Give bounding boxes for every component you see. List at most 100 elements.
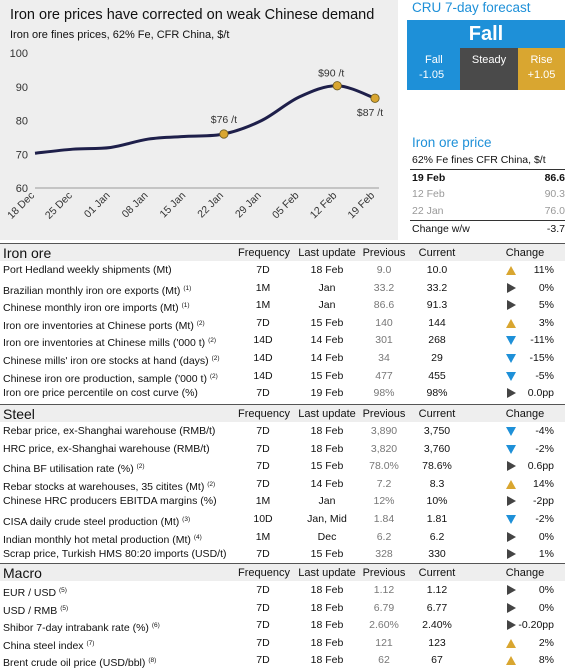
change-cell: 5% [538,299,554,312]
forecast-rise-value: +1.05 [527,69,556,81]
price-date: 19 Feb [412,172,446,184]
change-cell: -5% [535,369,554,382]
change-cell: 0.0pp [527,387,554,400]
frequency-cell: 14D [253,369,273,382]
previous-cell: 7.2 [376,477,392,490]
frequency-cell: 14D [253,334,273,347]
change-cell: -2% [535,442,554,455]
row-label: HRC price, ex-Shanghai warehouse (RMB/t) [3,441,210,458]
price-row-change: Change w/w -3.7 [410,220,565,237]
last-update-cell: 18 Feb [310,425,344,437]
row-label-text: Iron ore price percentile on cost curve … [3,387,198,400]
column-header-change: Change [505,567,545,579]
row-label-text: Rebar stocks at warehouses, 35 citites (… [3,480,205,493]
column-header-frequency: Frequency [238,247,290,259]
table-row: Brent crude oil price (USD/bbl) (8) 7D 18 … [0,652,565,669]
forecast-rise-box: Rise +1.05 [518,48,565,90]
section-header: Macro Frequency Last update Previous Current… [0,563,565,581]
frequency-cell: 7D [256,619,270,632]
row-label-text: USD / RMB [3,604,58,617]
frequency-cell: 7D [256,636,270,649]
section-title: Steel [3,406,35,422]
row-label-text: EUR / USD [3,587,57,599]
row-label-text: Brazilian monthly iron ore exports (Mt) [3,284,181,297]
row-label-text: Chinese iron ore production, sample ('00… [3,372,207,385]
change-cell: 0% [538,601,554,614]
x-tick-label: 19 Feb [346,190,378,222]
current-cell: 33.2 [426,281,448,294]
previous-cell: 1.12 [373,584,395,596]
trend-right-icon [505,529,517,548]
row-label-text: Indian monthly hot metal production (Mt) [3,533,191,546]
column-header-change: Change [505,247,545,259]
frequency-cell: 7D [256,601,270,614]
data-point-marker [219,129,229,139]
trend-up-icon [505,476,517,495]
row-label: USD / RMB (5) [3,600,68,620]
forecast-banner: Fall [407,20,565,48]
previous-cell: 121 [375,636,393,649]
last-update-cell: Dec [317,530,337,543]
price-value: 76.0 [544,205,565,217]
table-row: Iron ore inventories at Chinese ports (M… [0,315,565,332]
trend-right-icon [505,458,517,477]
change-cell: -0.20pp [518,619,554,632]
row-label-text: China BF utilisation rate (%) [3,463,134,476]
column-header-frequency: Frequency [238,567,290,579]
price-date: 12 Feb [412,188,445,200]
previous-cell: 62 [378,654,390,667]
data-label: $90 /t [318,68,344,80]
trend-down-icon [505,368,517,387]
table-row: Shibor 7-day intrabank rate (%) (6) 7D 18 … [0,617,565,634]
row-label-text: CISA daily crude steel production (Mt) [3,516,180,528]
x-tick-label: 29 Jan [233,190,264,221]
footnote-marker: (7) [86,639,95,647]
column-header-current: Current [418,408,456,420]
footnote-marker: (4) [193,533,202,541]
table-row: Scrap price, Turkish HMS 80:20 imports (… [0,546,565,563]
row-label-text: Chinese HRC producers EBITDA margins (%) [3,495,217,508]
column-header-previous: Previous [362,408,406,420]
current-cell: 123 [428,636,446,649]
trend-right-icon [505,493,517,512]
footnote-marker: (2) [196,319,205,327]
forecast-title: CRU 7-day forecast [412,0,531,15]
row-label: Shibor 7-day intrabank rate (%) (6) [3,617,160,637]
frequency-cell: 7D [256,477,270,490]
chart-subtitle: Iron ore fines prices, 62% Fe, CFR China… [10,29,230,41]
trend-down-icon [505,423,517,442]
frequency-cell: 7D [256,425,270,437]
table-row: China BF utilisation rate (%) (2) 7D 15 Fe… [0,458,565,475]
price-row-week-ago: 12 Feb 90.3 [410,186,565,203]
current-cell: 98% [426,387,448,400]
x-tick-label: 22 Jan [195,190,226,221]
footnote-marker: (3) [182,516,191,523]
last-update-cell: 19 Feb [310,387,344,400]
previous-cell: 301 [375,334,393,347]
last-update-cell: 18 Feb [310,584,344,596]
row-label: Iron ore inventories at Chinese ports (M… [3,315,205,335]
data-label: $87 /t [357,107,383,119]
row-label: Scrap price, Turkish HMS 80:20 imports (… [3,546,226,563]
price-change-label: Change w/w [412,223,470,235]
y-tick-label: 80 [16,116,28,128]
row-label: Chinese HRC producers EBITDA margins (%) [3,493,217,510]
footnote-marker: (2) [209,372,218,380]
current-cell: 67 [431,654,443,667]
trend-right-icon [505,385,517,404]
row-label: CISA daily crude steel production (Mt) (… [3,511,190,531]
price-title: Iron ore price [412,135,492,150]
change-cell: 11% [533,264,554,276]
footnote-marker: (8) [148,657,157,665]
table-row: Rebar price, ex-Shanghai warehouse (RMB/… [0,423,565,440]
row-label-text: Chinese mills' iron ore stocks at hand (… [3,355,209,367]
last-update-cell: 14 Feb [310,334,344,347]
change-cell: -4% [535,425,554,437]
trend-up-icon [505,635,517,654]
trend-up-icon [505,652,517,671]
change-cell: 0% [538,584,554,596]
current-cell: 144 [428,316,446,329]
forecast-rise-label: Rise [530,54,553,66]
current-cell: 3,750 [423,425,451,437]
previous-cell: 78.0% [369,460,399,473]
